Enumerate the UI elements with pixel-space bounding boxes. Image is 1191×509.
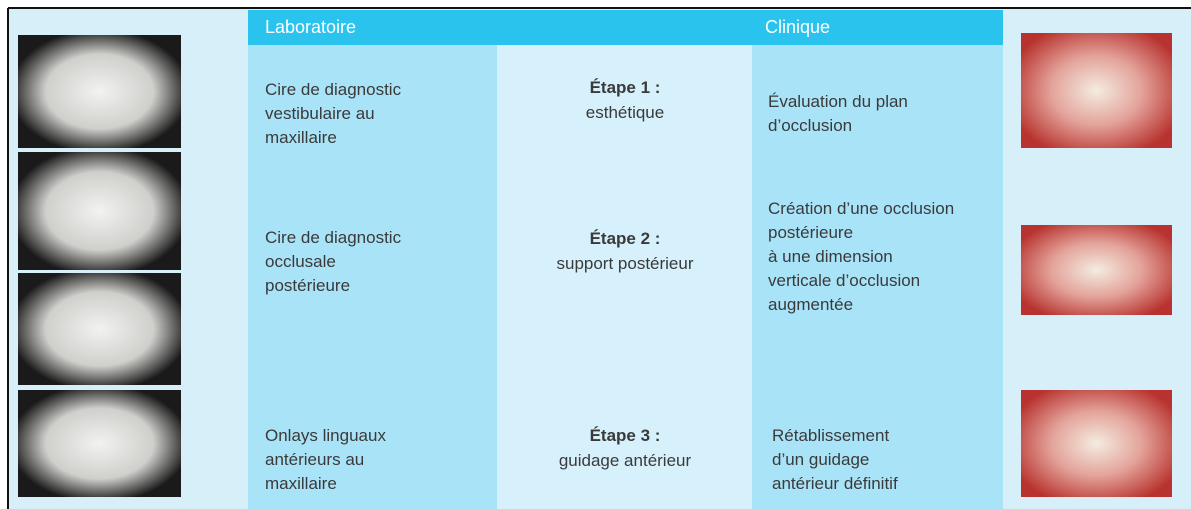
clinic-text: d’un guidage xyxy=(772,450,869,469)
photo xyxy=(18,273,181,385)
header-bar xyxy=(248,10,1003,45)
lab-text: Cire de diagnostic xyxy=(265,228,402,247)
clinic-text: postérieure xyxy=(768,223,853,242)
step-title: Étape 3 : xyxy=(590,426,661,445)
clinic-text: Création d’une occlusion xyxy=(768,199,954,218)
photo xyxy=(1021,225,1172,315)
clinic-column xyxy=(752,45,1003,509)
photo xyxy=(18,35,181,148)
table-text: Cire de diagnostic vestibulaire au maxilla… xyxy=(265,78,954,493)
step-desc: guidage antérieur xyxy=(559,451,692,470)
header-clinic: Clinique xyxy=(765,17,830,37)
clinic-text: verticale d’occlusion xyxy=(768,271,920,290)
lab-text: Cire de diagnostic xyxy=(265,80,402,99)
clinic-text: d’occlusion xyxy=(768,116,852,135)
header-lab: Laboratoire xyxy=(265,17,356,37)
lab-text: vestibulaire au xyxy=(265,104,375,123)
right-photos xyxy=(1021,33,1172,497)
lab-text: postérieure xyxy=(265,276,350,295)
clinic-text: Évaluation du plan xyxy=(768,92,908,111)
lab-text: maxillaire xyxy=(265,474,337,493)
clinic-text: antérieur définitif xyxy=(772,474,898,493)
step-title: Étape 1 : xyxy=(590,78,661,97)
photo xyxy=(18,152,181,270)
lab-text: antérieurs au xyxy=(265,450,364,469)
lab-text: maxillaire xyxy=(265,128,337,147)
step-column xyxy=(497,45,752,509)
clinic-text: Rétablissement xyxy=(772,426,889,445)
step-desc: support postérieur xyxy=(556,254,693,273)
photo xyxy=(18,390,181,497)
lab-text: occlusale xyxy=(265,252,336,271)
left-photos xyxy=(18,35,181,497)
lab-text: Onlays linguaux xyxy=(265,426,386,445)
clinic-text: à une dimension xyxy=(768,247,893,266)
lab-column xyxy=(248,45,497,509)
step-title: Étape 2 : xyxy=(590,229,661,248)
clinic-text: augmentée xyxy=(768,295,853,314)
step-desc: esthétique xyxy=(586,103,664,122)
photo xyxy=(1021,390,1172,497)
photo xyxy=(1021,33,1172,148)
